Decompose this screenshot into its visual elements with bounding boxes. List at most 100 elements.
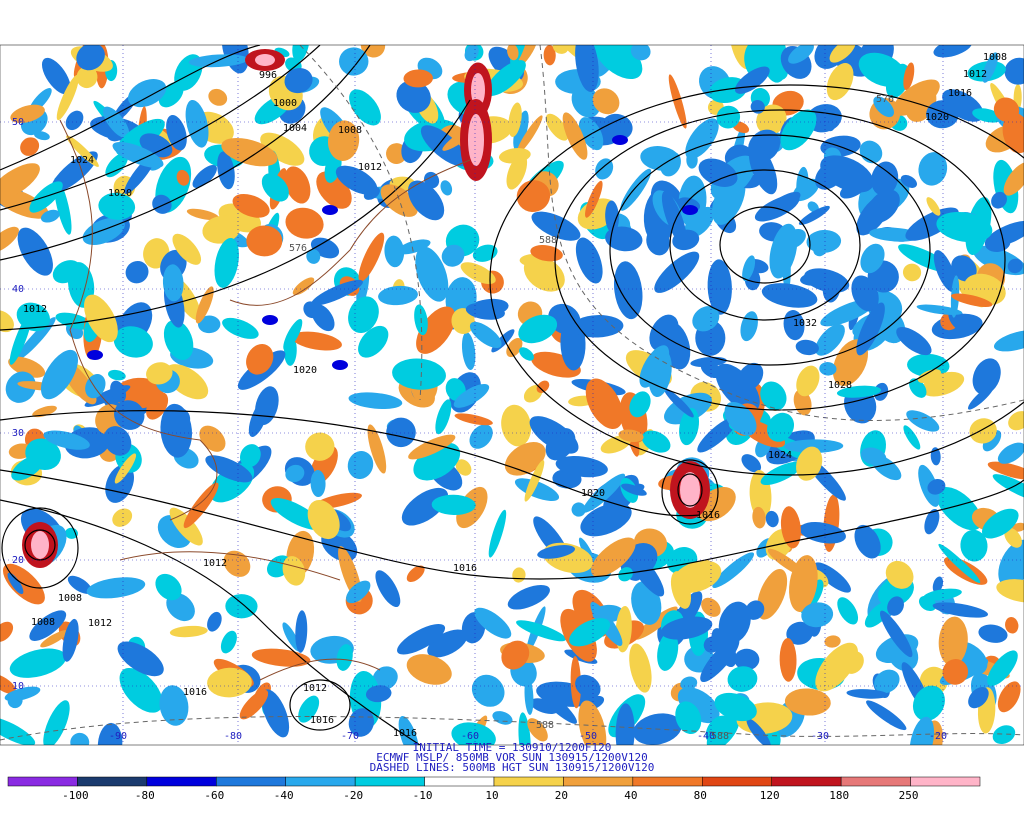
vorticity-blob [936,211,993,243]
vorticity-blob [820,155,874,193]
vorticity-blob [185,99,209,148]
vorticity-blob [592,88,620,115]
isobar-label: 1020 [293,365,317,376]
longitude-label: -40 [697,731,715,742]
vorticity-blob [543,45,556,66]
vorticity-blob [501,640,530,670]
vorticity-blob [76,45,105,71]
vorticity-blob [220,630,237,654]
vorticity-blob [779,638,797,682]
vorticity-blob [741,454,762,473]
latitude-label: 50 [12,117,24,128]
vorticity-blob [756,568,788,620]
vorticity-min [87,350,103,360]
vorticity-blob [260,132,305,166]
vorticity-blob [518,314,558,344]
isobar-label: 1020 [925,112,949,123]
vorticity-blob [5,371,36,403]
vorticity-blob [7,693,23,709]
vorticity-blob [663,387,694,418]
vorticity-blob [43,430,90,450]
colorbar-swatch [354,776,425,787]
vorticity-blob [575,237,603,284]
vorticity-blob [217,151,235,190]
vorticity-blob [909,716,935,745]
vorticity-blob [784,439,844,453]
vorticity-blob [440,180,453,196]
vorticity-blob [506,153,528,190]
vorticity-blob [626,548,665,597]
vorticity-blob [760,381,787,411]
vorticity-blob [513,110,529,151]
vorticity-blob [933,250,957,293]
isobar-label: 1000 [273,98,297,109]
vorticity-blob [996,579,1024,603]
vorticity-blob [909,378,927,398]
vorticity-blob [461,332,476,371]
vorticity-blob [40,209,60,223]
vorticity-blob [734,648,760,671]
vorticity-blob [923,588,962,601]
vorticity-blob [1004,527,1022,548]
vorticity-blob [396,239,431,255]
vorticity-blob [824,635,841,648]
vorticity-blob [407,180,445,221]
vortex-core [31,531,49,559]
vorticity-blob [310,469,326,498]
vorticity-blob [10,104,45,124]
vorticity-blob [918,595,937,612]
vorticity-blob [981,508,1019,539]
vorticity-blob [705,715,731,744]
vorticity-blob [737,362,764,391]
vorticity-blob [613,261,643,320]
vorticity-blob [441,244,465,267]
vorticity-blob [870,454,902,481]
vorticity-blob [105,152,129,178]
isobar-label: 1008 [58,593,82,604]
vorticity-blob [1004,57,1024,85]
vorticity-blob [295,610,308,653]
vorticity-blob [307,499,340,540]
vorticity-blob [926,197,941,216]
vorticity-blob [62,618,79,662]
vorticity-blob [819,362,837,376]
isobar-label: 1020 [581,488,605,499]
vorticity-blob [199,425,226,452]
map-frame [0,44,1024,746]
isobar-label: 1024 [70,155,94,166]
vorticity-blob [900,174,917,188]
vorticity-blob [292,277,315,296]
vorticity-blob [98,192,136,220]
vorticity-blob [660,616,713,640]
vorticity-blob [372,666,398,691]
colorbar-label: 120 [760,789,780,802]
colorbar-swatch [493,776,564,787]
vorticity-blob [784,688,831,716]
vorticity-blob [50,151,98,193]
isobar-label: 1016 [948,88,972,99]
vorticity-blob [992,725,1016,744]
vorticity-blob [826,62,854,101]
vorticity-blob [641,430,671,453]
vorticity-blob [40,349,79,400]
vorticity-blob [960,529,988,562]
colorbar-swatch [7,776,78,787]
isobar-label: 1016 [310,715,334,726]
vorticity-blob [752,506,766,529]
vorticity-blob [20,137,40,156]
vorticity-blob [97,722,123,745]
colorbar: -100 -80 -60 -40 -20 -10 10 20 40 80 120 180 250 [7,776,981,802]
vorticity-blob [524,460,545,502]
vorticity-blob [455,459,472,476]
isobar-label: 996 [259,70,277,81]
colorbar-label: 80 [694,789,707,802]
vorticity-blob [103,426,132,456]
vorticity-blob [982,430,1002,452]
vorticity-blob [1003,162,1024,196]
isobar-label: 1016 [393,728,417,739]
vorticity-blob [951,255,977,282]
vorticity-blob [761,283,818,308]
vorticity-blob [358,325,389,358]
vorticity-blob [471,674,505,707]
